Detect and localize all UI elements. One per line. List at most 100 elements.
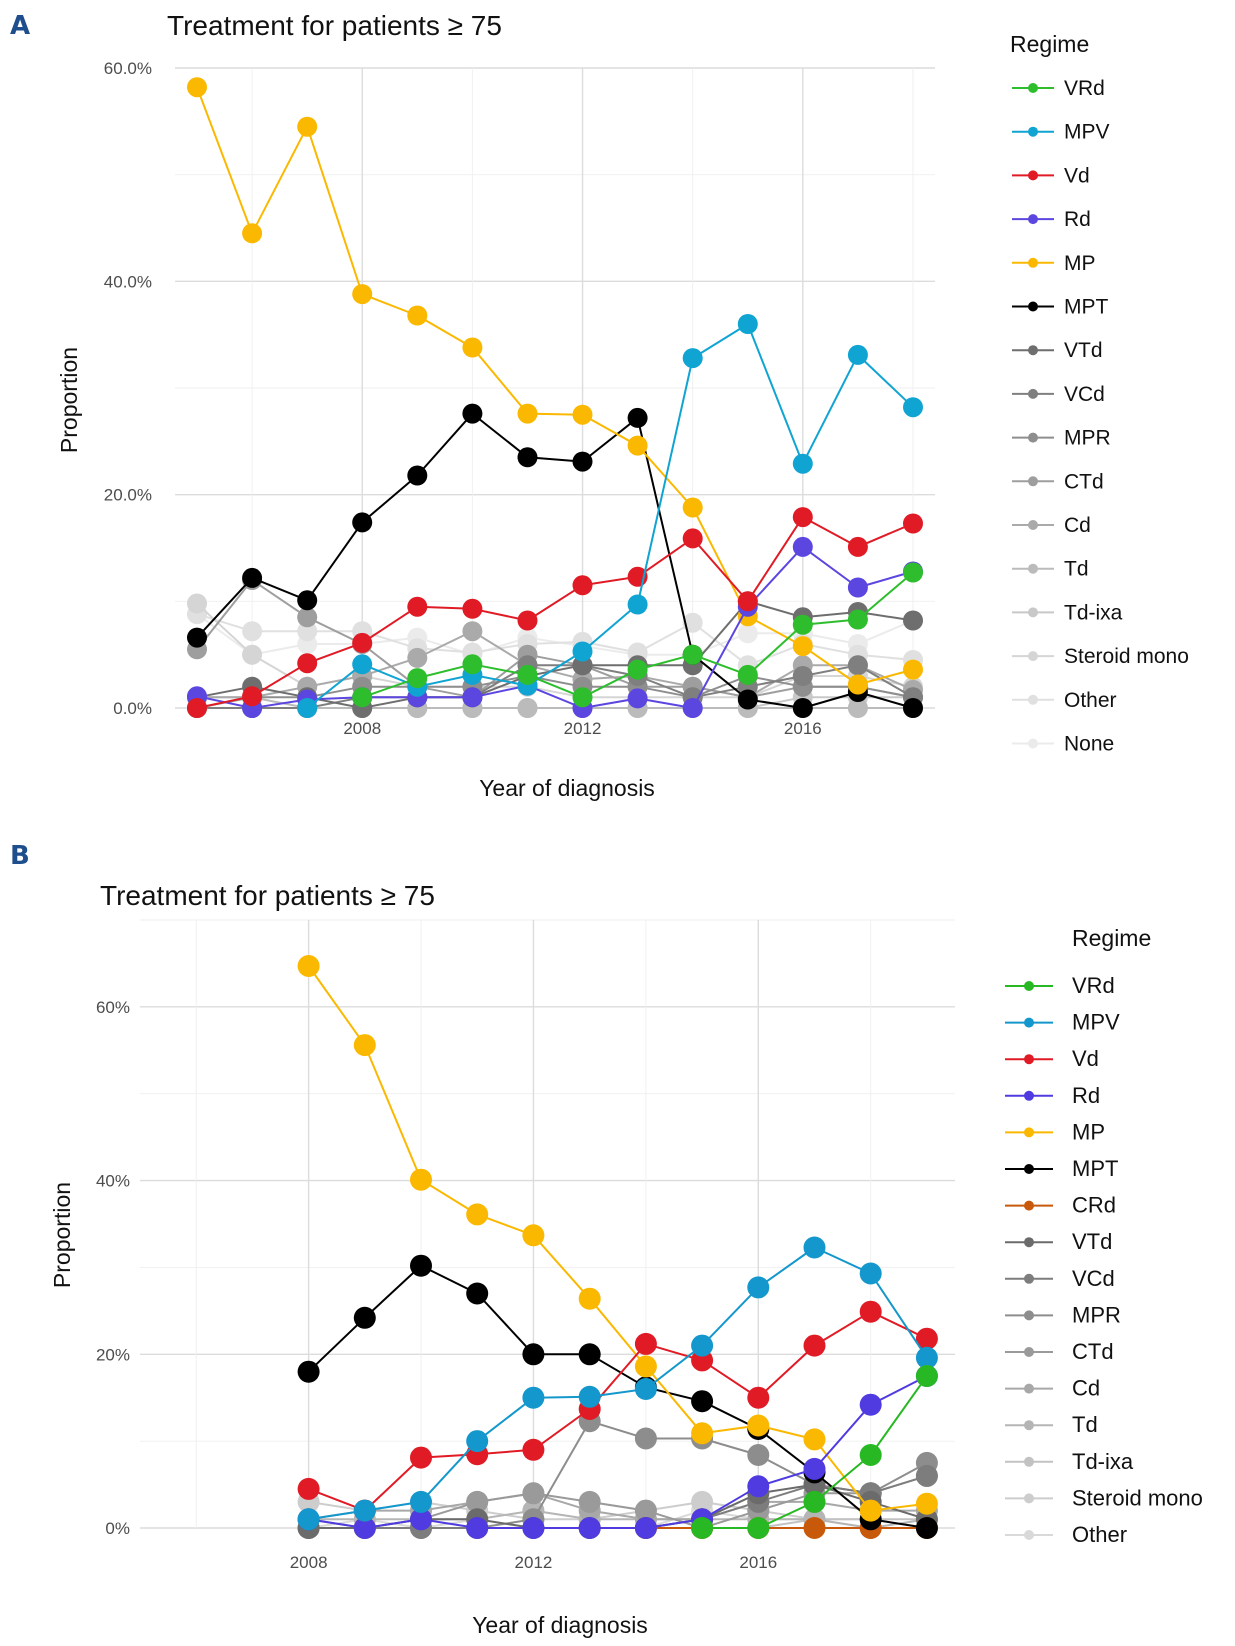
series-vrd [352,562,923,708]
data-point-mp [627,435,648,456]
legend-key-point [1028,651,1038,662]
legend-item-rd: Rd [1005,1083,1100,1108]
data-point-vd [737,591,758,612]
data-point-mpt [466,1282,489,1305]
legend-label: MPT [1072,1156,1118,1181]
legend-label: CTd [1072,1339,1114,1364]
data-point-vd [792,507,813,528]
legend-key-point [1028,388,1038,399]
data-point-vrd [803,1490,826,1513]
x-tick-label: 2016 [739,1553,777,1572]
data-point-rd [462,687,483,708]
data-point-rd [792,536,813,557]
data-point-vrd [627,659,648,680]
data-point-rd [353,1517,376,1539]
legend-label: Rd [1064,208,1091,231]
legend-key-point [1024,1310,1034,1321]
data-point-mpt [627,407,648,428]
data-point-steroid-mono [691,1490,714,1513]
panel-a-label: A [10,11,30,41]
data-point-vd [747,1386,770,1409]
data-point-ctd [578,1490,601,1513]
data-point-vd [242,686,263,707]
legend-key-point [1024,1493,1034,1504]
series-line-mpt [307,1264,928,1529]
series-mp [297,955,938,1522]
data-point-vrd [915,1365,938,1387]
legend-key-point [1028,607,1038,618]
legend-key-point [1024,1090,1034,1101]
x-tick-label: 2016 [784,719,822,738]
data-point-rd [578,1517,601,1539]
y-tick-label: 40% [96,1172,130,1191]
data-point-mp [187,77,207,98]
data-point-vrd [792,614,813,635]
data-point-mpt [353,1306,376,1329]
legend-item-vcd: VCd [1005,1266,1115,1291]
data-point-vcd [847,655,868,676]
legend-label: MP [1064,252,1096,275]
legend-key-point [1028,126,1038,137]
legend-item-td: Td [1012,558,1089,581]
panel-b-legend-title: Regime [1072,925,1151,951]
data-point-vd [915,1327,938,1350]
legend-label: CRd [1072,1193,1116,1218]
data-point-mpt [187,627,207,648]
panel-a-grid [175,67,935,709]
data-point-crd [803,1517,826,1539]
series-mpv [297,1236,938,1531]
y-tick-label: 60% [96,998,130,1017]
data-point-vd [352,632,373,653]
data-point-mp [522,1224,545,1247]
data-point-vd [634,1332,657,1355]
data-point-mp [297,955,320,977]
data-point-mp [407,305,428,326]
data-point-mp [803,1428,826,1451]
data-point-mp [859,1499,882,1522]
data-point-none [737,623,758,644]
data-point-rd [859,1393,882,1416]
data-point-vd [517,610,538,631]
data-point-vd [407,596,428,617]
data-point-mpr [634,1427,657,1450]
legend-key-point [1024,1273,1034,1284]
panel-a-ticks: 0.0% 20.0% 40.0% 60.0% 2008 2012 2016 [104,59,822,738]
legend-label: Cd [1072,1376,1100,1401]
legend-item-other: Other [1012,689,1117,712]
legend-label: MPV [1064,121,1110,144]
data-point-vrd [903,562,923,583]
data-point-mpt [242,567,263,588]
legend-label: MPR [1072,1302,1121,1327]
legend-item-mp: MP [1012,252,1096,275]
data-point-mpr [747,1444,770,1466]
legend-item-mpv: MPV [1012,121,1110,144]
legend-label: CTd [1064,470,1104,493]
legend-key-point [1028,301,1038,312]
legend-key-point [1028,520,1038,530]
legend-label: Vd [1064,164,1090,187]
y-tick-label: 0.0% [113,699,152,718]
legend-key-point [1024,1237,1034,1248]
data-point-mpt [352,512,373,533]
panel-a-xlabel: Year of diagnosis [479,775,655,801]
legend-item-cd: Cd [1005,1376,1100,1401]
legend-item-rd: Rd [1012,208,1091,231]
legend-label: None [1064,733,1114,756]
data-point-vd [847,536,868,557]
legend-key-point [1024,1456,1034,1467]
legend-label: Td-ixa [1064,601,1123,624]
data-point-rd [410,1508,432,1531]
legend-key-point [1024,1017,1034,1028]
legend-label: MPR [1064,427,1111,450]
data-point-vrd [847,609,868,630]
data-point-rd [466,1517,489,1539]
series-rd [187,536,923,718]
data-point-rd [634,1517,657,1539]
legend-item-none: None [1012,733,1114,756]
series-vd [297,1300,938,1522]
data-point-mpt [522,1343,545,1366]
panel-b: B Treatment for patients ≥ 75 0% 20% 40% 60… [10,841,1203,1638]
data-point-mpv [634,1378,657,1400]
data-point-mp [572,404,593,425]
